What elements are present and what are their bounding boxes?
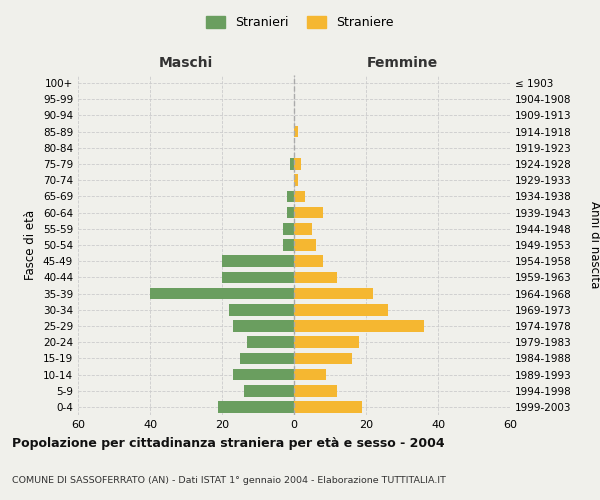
Bar [222, 272, 294, 283]
Bar [244, 385, 294, 396]
Bar [294, 174, 298, 186]
Bar [294, 368, 326, 380]
Legend: Stranieri, Straniere: Stranieri, Straniere [202, 11, 398, 34]
Bar [229, 304, 294, 316]
Bar [294, 207, 323, 218]
Bar [294, 223, 312, 234]
Y-axis label: Anni di nascita: Anni di nascita [588, 202, 600, 288]
Text: COMUNE DI SASSOFERRATO (AN) - Dati ISTAT 1° gennaio 2004 - Elaborazione TUTTITAL: COMUNE DI SASSOFERRATO (AN) - Dati ISTAT… [12, 476, 446, 485]
Bar [283, 239, 294, 251]
Bar [294, 158, 301, 170]
Bar [294, 272, 337, 283]
Bar [240, 352, 294, 364]
Bar [294, 190, 305, 202]
Text: Femmine: Femmine [367, 56, 437, 70]
Bar [294, 288, 373, 300]
Bar [294, 320, 424, 332]
Bar [294, 336, 359, 348]
Bar [247, 336, 294, 348]
Bar [294, 239, 316, 251]
Bar [287, 207, 294, 218]
Y-axis label: Fasce di età: Fasce di età [25, 210, 37, 280]
Bar [294, 126, 298, 138]
Bar [233, 320, 294, 332]
Bar [294, 401, 362, 412]
Bar [150, 288, 294, 300]
Bar [294, 385, 337, 396]
Bar [222, 256, 294, 267]
Bar [218, 401, 294, 412]
Bar [233, 368, 294, 380]
Bar [294, 352, 352, 364]
Bar [290, 158, 294, 170]
Text: Maschi: Maschi [159, 56, 213, 70]
Bar [294, 304, 388, 316]
Text: Popolazione per cittadinanza straniera per età e sesso - 2004: Popolazione per cittadinanza straniera p… [12, 437, 445, 450]
Bar [294, 256, 323, 267]
Bar [287, 190, 294, 202]
Bar [283, 223, 294, 234]
